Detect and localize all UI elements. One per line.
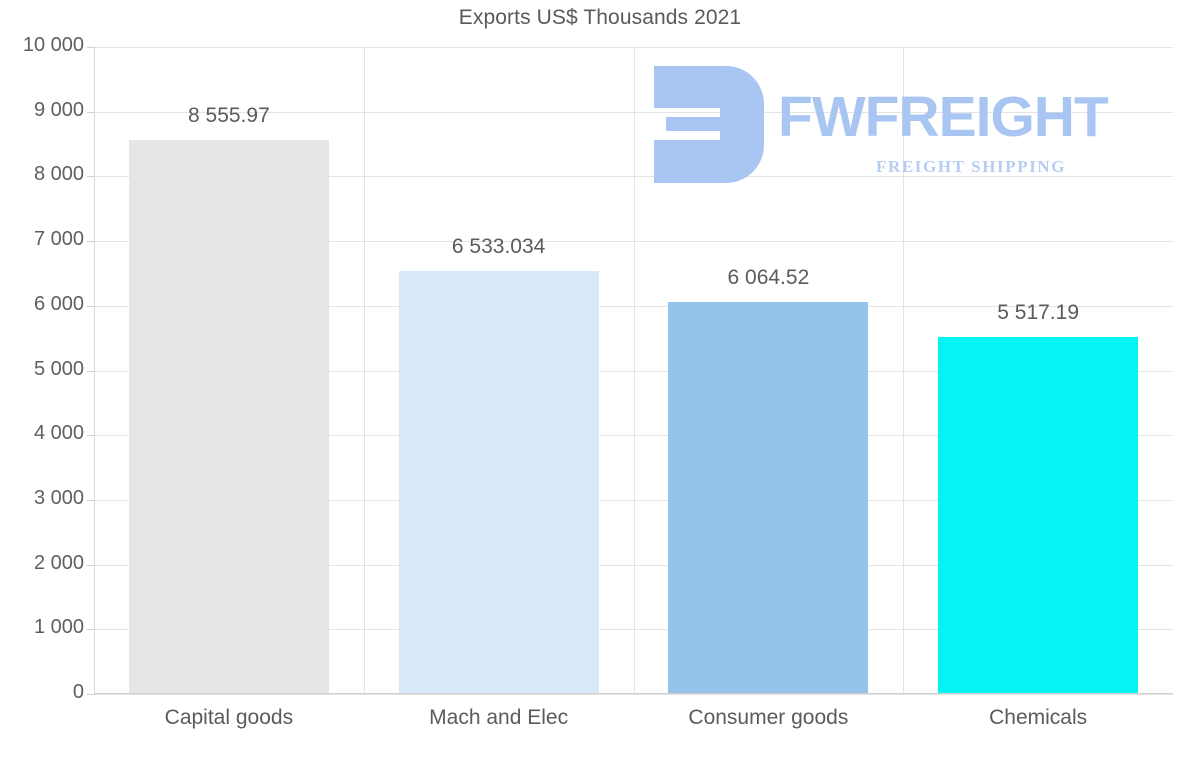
y-axis-tick-label: 9 000 — [33, 98, 84, 121]
gridline-vertical — [903, 47, 904, 694]
gridline-vertical — [634, 47, 635, 694]
y-axis-tick-label: 3 000 — [33, 486, 84, 509]
gridline-horizontal — [94, 47, 1173, 48]
y-axis-tick-label: 8 000 — [33, 163, 84, 186]
y-axis-tick-label: 10 000 — [22, 34, 84, 56]
y-axis-tick-mark — [87, 241, 94, 243]
y-axis-tick-mark — [87, 629, 94, 631]
gridline-horizontal — [94, 305, 1173, 307]
bar-value-label: 5 517.19 — [997, 301, 1079, 325]
y-axis-tick-mark — [87, 176, 94, 178]
chart-title: Exports US$ Thousands 2021 — [458, 6, 742, 29]
y-axis-tick-mark — [87, 47, 94, 48]
x-axis-category-label: Chemicals — [989, 706, 1088, 729]
y-axis-tick-label: 4 000 — [33, 422, 84, 445]
y-axis-tick-mark — [87, 111, 94, 113]
y-axis-tick-label: 0 — [72, 681, 84, 703]
gridline-vertical — [364, 47, 365, 694]
gridline-horizontal — [94, 499, 1173, 501]
bar[interactable] — [938, 337, 1138, 694]
y-axis-line — [94, 47, 95, 694]
bar[interactable] — [668, 301, 868, 694]
y-axis-tick-label: 5 000 — [33, 357, 84, 380]
gridline-horizontal — [94, 694, 1173, 695]
gridline-horizontal — [94, 111, 1173, 113]
bar-value-label: 8 555.97 — [188, 104, 270, 128]
gridline-horizontal — [94, 564, 1173, 566]
y-axis-tick-label: 6 000 — [33, 292, 84, 315]
bar[interactable] — [399, 271, 599, 694]
plot-area — [94, 47, 1173, 695]
y-axis-tick-mark — [87, 305, 94, 307]
y-axis-tick-label: 7 000 — [33, 228, 84, 251]
gridline-horizontal — [94, 435, 1173, 437]
y-axis-tick-mark — [87, 370, 94, 372]
y-axis-tick-label: 1 000 — [33, 616, 84, 639]
bar[interactable] — [129, 140, 329, 694]
bar-value-label: 6 064.52 — [727, 265, 810, 289]
x-axis-category-label: Mach and Elec — [429, 706, 569, 729]
y-axis-tick-label: 2 000 — [33, 551, 84, 574]
x-axis-baseline — [94, 693, 1173, 694]
gridline-horizontal — [94, 176, 1173, 178]
x-axis-category-label: Capital goods — [164, 706, 294, 729]
bar-value-label: 6 533.034 — [451, 235, 546, 259]
gridline-horizontal — [94, 370, 1173, 372]
y-axis-tick-mark — [87, 694, 94, 695]
y-axis-tick-mark — [87, 499, 94, 501]
gridline-horizontal — [94, 241, 1173, 243]
y-axis-tick-mark — [87, 435, 94, 437]
x-axis-category-label: Consumer goods — [688, 706, 849, 729]
gridline-horizontal — [94, 629, 1173, 631]
y-axis-tick-mark — [87, 564, 94, 566]
